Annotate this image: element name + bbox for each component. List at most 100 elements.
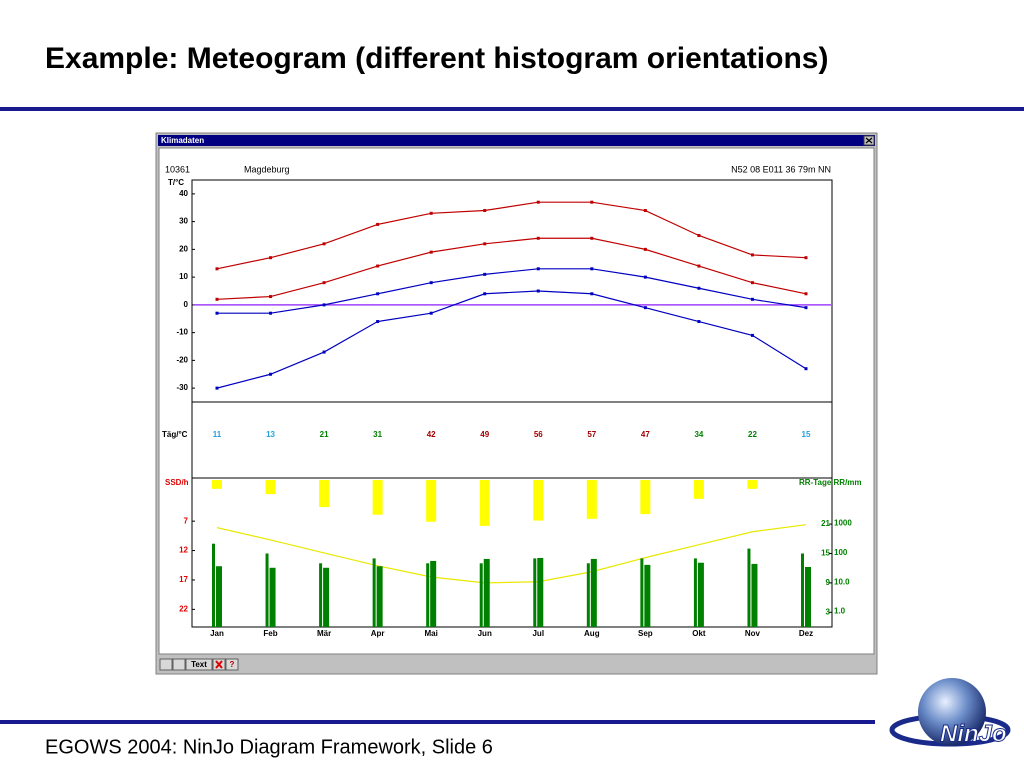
point (750, 281, 754, 285)
save-button[interactable] (159, 658, 173, 671)
sunshine-bar (372, 480, 383, 515)
row-value: 22 (748, 430, 757, 439)
point (376, 292, 380, 296)
point (429, 281, 433, 285)
point (697, 264, 701, 268)
rain-amount-bar (376, 566, 383, 627)
help-button[interactable] (225, 658, 239, 671)
rain-amount-bar (537, 557, 544, 627)
rain-days-bar (319, 563, 323, 627)
y2-tick-label: 21 (821, 519, 830, 528)
y-tick-label: -30 (176, 383, 188, 392)
row-label: Täg/°C (162, 430, 188, 439)
rain-days-bar (372, 558, 376, 627)
point (322, 303, 326, 307)
y-tick-label: 0 (184, 300, 189, 309)
temperature-line (216, 237, 807, 300)
text-button[interactable] (185, 658, 213, 671)
y-tick-label: 10 (179, 272, 188, 281)
point (750, 333, 754, 337)
point (643, 209, 647, 213)
y2-axis-label: RR-Tage RR/mm (799, 478, 862, 487)
rain-amount-bar (323, 567, 330, 627)
y2-tick-label: 3 (826, 607, 831, 616)
rain-days-bar (479, 563, 483, 627)
rain-days-bar (586, 563, 590, 627)
slide-title: Example: Meteogram (different histogram … (45, 42, 828, 75)
x-tick-label: Mär (317, 629, 331, 638)
y-tick-label: -20 (176, 355, 188, 364)
point (590, 267, 594, 271)
logo-globe (918, 678, 986, 746)
sunshine-bar (265, 480, 276, 495)
sunshine-bar (640, 480, 651, 515)
sunshine-bar (426, 480, 437, 522)
x-tick-label: Apr (371, 629, 385, 638)
point (804, 292, 808, 296)
rain-amount-bar (269, 567, 276, 627)
x-tick-label: Aug (584, 629, 600, 638)
point (376, 264, 380, 268)
point (483, 209, 487, 213)
point (643, 247, 647, 251)
point (536, 200, 540, 204)
x-tick-label: Jun (478, 629, 492, 638)
rain-amount-bar (590, 558, 597, 627)
point (590, 292, 594, 296)
point (750, 297, 754, 301)
rain-days-bar (212, 543, 215, 627)
temperature-line (216, 290, 807, 389)
point (590, 200, 594, 204)
point (429, 250, 433, 254)
rain-amount-bar (644, 564, 651, 627)
window-titlebar (158, 135, 875, 146)
sunshine-bar (586, 480, 597, 519)
rain-days-bar (265, 553, 269, 627)
plot-frame (191, 179, 833, 628)
rain-days-bar (801, 553, 804, 627)
point (429, 311, 433, 315)
y-tick-label: -10 (176, 328, 188, 337)
point (376, 222, 380, 226)
rain-days-bar (640, 558, 644, 627)
point (376, 320, 380, 324)
rain-amount-bar (483, 558, 490, 627)
x-tick-label: Jan (210, 629, 224, 638)
point (536, 236, 540, 240)
help-button-label: ? (230, 660, 235, 669)
x-tick-label: Dez (799, 629, 813, 638)
row-value: 49 (480, 430, 489, 439)
point (643, 306, 647, 310)
y2-tick-label: 9 (826, 578, 831, 587)
row-value: 15 (802, 430, 811, 439)
text-button-label: Text (191, 660, 207, 669)
row-value: 57 (587, 430, 596, 439)
point (804, 367, 808, 371)
row-value: 21 (320, 430, 329, 439)
print-button[interactable] (172, 658, 186, 671)
cancel-icon (215, 660, 223, 669)
point (804, 306, 808, 310)
footer-rule (0, 720, 875, 724)
x-tick-label: Okt (692, 629, 706, 638)
y-tick-label: 20 (179, 244, 188, 253)
rain-amount-bar (430, 560, 437, 627)
station-location: N52 08 E011 36 79m NN (731, 164, 831, 174)
station-id: 10361 (165, 164, 190, 174)
rain-amount-bar (216, 566, 222, 627)
sunshine-bar (479, 480, 490, 526)
y-tick-label: 22 (179, 604, 188, 613)
rain-days-bar (533, 558, 537, 627)
station-name: Magdeburg (244, 164, 290, 174)
row-value: 42 (427, 430, 436, 439)
y-tick-label: 30 (179, 217, 188, 226)
y3-tick-label: 10.0 (834, 577, 850, 586)
point (322, 350, 326, 354)
row-value: 56 (534, 430, 543, 439)
point (269, 372, 273, 376)
sunshine-bar (533, 480, 544, 521)
window-title: Klimadaten (161, 136, 204, 145)
point (536, 289, 540, 293)
y3-tick-label: 1.0 (834, 607, 846, 616)
